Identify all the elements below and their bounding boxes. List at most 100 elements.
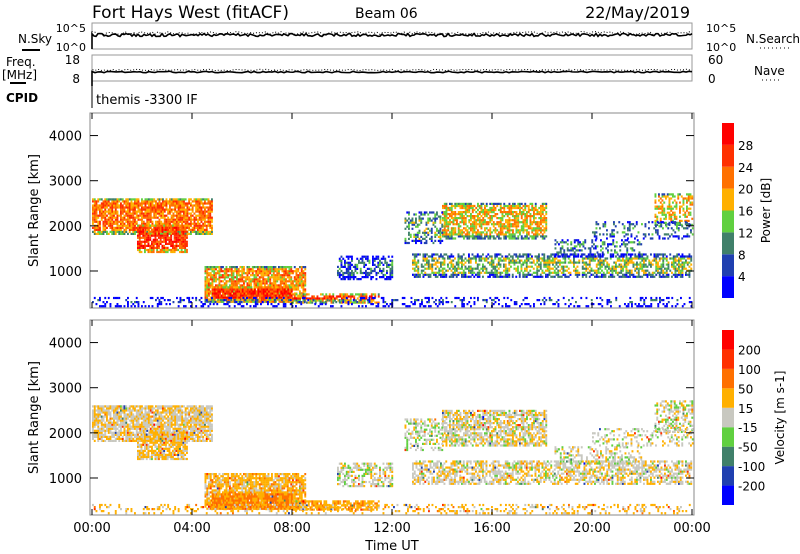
data-cell <box>231 300 234 303</box>
data-cell <box>686 273 689 276</box>
data-cell <box>243 276 245 279</box>
data-cell <box>513 261 516 264</box>
data-cell <box>195 208 198 211</box>
data-cell <box>169 212 171 215</box>
data-cell <box>539 257 542 260</box>
data-cell <box>255 292 258 295</box>
data-cell <box>177 216 180 219</box>
data-cell <box>347 276 350 279</box>
data-cell <box>111 204 114 207</box>
data-cell <box>636 267 638 270</box>
data-cell <box>543 219 546 222</box>
data-cell <box>536 259 539 262</box>
data-cell <box>347 269 350 273</box>
data-cell <box>146 202 149 205</box>
data-cell <box>540 229 542 232</box>
data-cell <box>195 206 198 209</box>
data-cell <box>300 276 303 279</box>
data-cell <box>162 202 164 205</box>
data-cell <box>325 295 328 298</box>
data-cell <box>466 275 469 278</box>
data-cell <box>169 222 171 225</box>
data-cell <box>667 275 670 278</box>
data-cell <box>93 230 96 233</box>
data-cell <box>345 261 348 264</box>
data-cell <box>257 266 259 269</box>
data-cell <box>158 242 160 245</box>
data-cell <box>470 215 472 218</box>
data-cell <box>204 278 207 281</box>
data-cell <box>107 224 110 227</box>
data-cell <box>139 228 142 231</box>
data-cell <box>478 235 481 238</box>
data-cell <box>344 261 346 264</box>
data-cell <box>646 265 649 268</box>
data-cell <box>209 274 212 277</box>
data-cell <box>496 204 499 208</box>
data-cell <box>434 261 437 264</box>
data-cell <box>581 265 584 268</box>
data-cell <box>485 259 488 262</box>
data-cell <box>543 231 546 234</box>
data-cell <box>176 202 178 205</box>
data-cell <box>466 259 469 262</box>
data-cell <box>191 230 194 233</box>
data-cell <box>361 255 364 258</box>
data-cell <box>236 272 238 275</box>
data-cell <box>665 273 668 276</box>
data-cell <box>104 230 107 233</box>
data-cell <box>566 247 569 250</box>
data-cell <box>225 282 228 285</box>
data-cell <box>100 198 103 201</box>
data-cell <box>93 212 96 215</box>
data-cell <box>489 229 492 232</box>
data-cell <box>186 226 188 229</box>
data-cell <box>515 259 518 262</box>
data-cell <box>606 265 609 268</box>
data-cell <box>508 257 511 260</box>
data-cell <box>450 215 453 218</box>
data-cell <box>120 202 122 205</box>
data-cell <box>669 269 672 272</box>
data-cell <box>135 230 138 233</box>
data-cell <box>671 263 673 266</box>
data-cell <box>241 270 244 273</box>
data-cell <box>240 292 242 295</box>
data-cell <box>158 234 160 237</box>
data-cell <box>167 220 170 223</box>
data-cell <box>567 261 570 264</box>
data-cell <box>120 218 122 221</box>
data-cell <box>522 263 525 266</box>
data-cell <box>566 253 568 256</box>
data-cell <box>128 202 131 205</box>
freq-tick: 18 <box>65 53 80 67</box>
data-cell <box>222 280 224 283</box>
data-cell <box>489 215 492 218</box>
data-cell <box>337 273 339 277</box>
data-cell <box>622 269 624 272</box>
data-cell <box>233 286 235 289</box>
data-cell <box>283 280 286 283</box>
data-cell <box>557 259 560 262</box>
data-cell <box>505 237 507 240</box>
data-cell <box>653 259 656 262</box>
data-cell <box>541 211 544 214</box>
data-cell <box>491 206 493 210</box>
data-cell <box>175 228 178 231</box>
data-cell <box>441 225 444 228</box>
data-cell <box>471 221 474 224</box>
data-cell <box>166 228 169 231</box>
data-cell <box>111 228 114 231</box>
data-cell <box>144 246 146 249</box>
data-cell <box>161 230 164 233</box>
data-cell <box>227 270 230 273</box>
data-cell <box>358 278 360 281</box>
data-cell <box>664 267 666 270</box>
data-cell <box>620 255 623 258</box>
data-cell <box>422 237 424 240</box>
data-cell <box>197 218 199 221</box>
data-cell <box>219 290 221 293</box>
data-cell <box>643 261 645 264</box>
data-cell <box>471 206 474 210</box>
data-cell <box>541 229 544 232</box>
